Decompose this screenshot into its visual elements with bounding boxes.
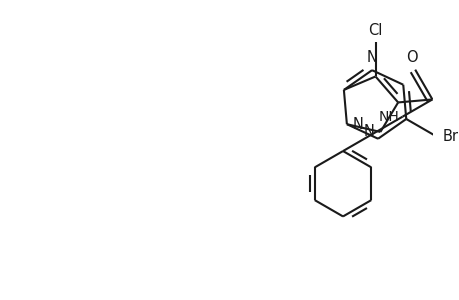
- Text: NH: NH: [378, 110, 398, 124]
- Text: N: N: [366, 50, 377, 65]
- Text: O: O: [405, 50, 417, 65]
- Text: N: N: [352, 117, 363, 132]
- Text: Br: Br: [442, 129, 458, 144]
- Text: N: N: [363, 124, 374, 140]
- Text: Cl: Cl: [368, 23, 382, 38]
